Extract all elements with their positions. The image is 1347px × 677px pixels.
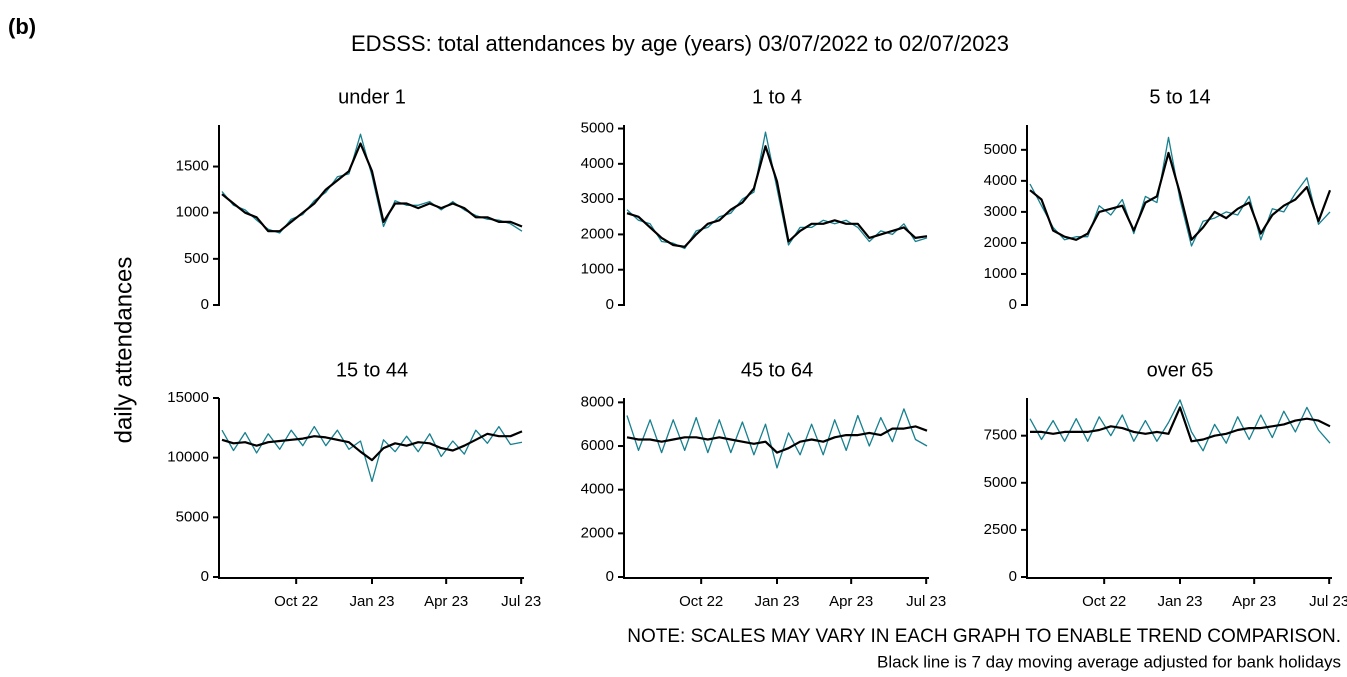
y-tick-label: 8000	[581, 393, 614, 410]
data-line	[626, 408, 928, 469]
panel-title: 15 to 44	[336, 359, 408, 381]
note: Black line is 7 day moving average adjus…	[877, 652, 1341, 671]
y-tick-label: 5000	[984, 474, 1017, 491]
x-tick-label: Apr 23	[424, 593, 468, 610]
y-tick-label: 10000	[167, 449, 209, 466]
x-tick-label: Jul 23	[906, 593, 946, 610]
data-line	[1029, 399, 1331, 452]
data-line	[626, 425, 928, 454]
y-tick-label: 4000	[984, 172, 1017, 189]
y-tick-label: 6000	[581, 437, 614, 454]
y-tick-label: 7500	[984, 427, 1017, 444]
y-tick-label: 4000	[581, 481, 614, 498]
note: NOTE: SCALES MAY VARY IN EACH GRAPH TO E…	[627, 626, 1341, 647]
panel-label: (b)	[8, 14, 36, 39]
chart-title: EDSSS: total attendances by age (years) …	[351, 31, 1009, 56]
x-tick-label: Jan 23	[754, 593, 799, 610]
x-tick-label: Oct 22	[274, 593, 318, 610]
y-tick-label: 5000	[176, 508, 209, 525]
y-tick-label: 1000	[984, 265, 1017, 282]
y-tick-label: 3000	[984, 203, 1017, 220]
panel-title: under 1	[338, 86, 406, 108]
x-tick-label: Oct 22	[679, 593, 723, 610]
y-tick-label: 0	[1009, 296, 1017, 313]
data-line	[626, 145, 928, 248]
y-tick-label: 2000	[984, 234, 1017, 251]
y-tick-label: 0	[606, 568, 614, 585]
data-line	[1030, 406, 1331, 443]
data-line	[626, 131, 928, 250]
y-tick-label: 2500	[984, 521, 1017, 538]
y-tick-label: 15000	[167, 389, 209, 406]
y-tick-label: 1500	[176, 158, 209, 175]
x-tick-label: Oct 22	[1082, 593, 1126, 610]
x-tick-label: Jan 23	[349, 593, 394, 610]
panel-title: 5 to 14	[1149, 86, 1210, 108]
x-tick-label: Jul 23	[1309, 593, 1347, 610]
data-line	[221, 425, 523, 483]
y-tick-label: 0	[201, 296, 209, 313]
y-tick-label: 3000	[581, 190, 614, 207]
y-tick-label: 5000	[581, 119, 614, 136]
y-tick-label: 1000	[176, 204, 209, 221]
y-tick-label: 2000	[581, 225, 614, 242]
data-line	[221, 430, 523, 462]
y-tick-label: 0	[606, 296, 614, 313]
data-line	[221, 142, 523, 233]
x-tick-label: Apr 23	[829, 593, 873, 610]
y-tick-label: 4000	[581, 155, 614, 172]
y-tick-label: 0	[1009, 568, 1017, 585]
y-tick-label: 2000	[581, 524, 614, 541]
x-tick-label: Apr 23	[1232, 593, 1276, 610]
panel-title: 45 to 64	[741, 359, 813, 381]
y-tick-label: 5000	[984, 141, 1017, 158]
y-tick-label: 1000	[581, 261, 614, 278]
x-tick-label: Jan 23	[1157, 593, 1202, 610]
panel-title: over 65	[1147, 359, 1214, 381]
y-tick-label: 500	[184, 250, 209, 267]
y-axis-label: daily attendances	[110, 257, 137, 444]
y-tick-label: 0	[201, 568, 209, 585]
panel-title: 1 to 4	[752, 86, 802, 108]
data-line	[1029, 151, 1332, 241]
x-tick-label: Jul 23	[501, 593, 541, 610]
